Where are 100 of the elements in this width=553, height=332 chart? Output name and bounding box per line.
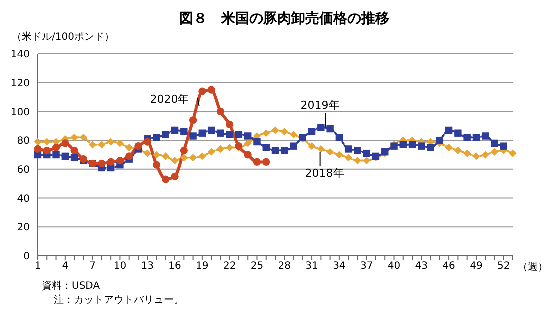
y-tick-label: 0: [24, 252, 30, 263]
point: [70, 134, 78, 142]
point: [80, 134, 88, 142]
point: [336, 151, 344, 159]
point: [216, 108, 224, 116]
series-label: 2018年: [305, 166, 344, 180]
point: [62, 140, 70, 148]
point: [472, 152, 480, 160]
point: [171, 172, 179, 180]
point: [427, 144, 434, 152]
point: [344, 154, 352, 162]
x-tick-label: 16: [168, 261, 182, 272]
point: [262, 130, 270, 138]
point: [180, 128, 188, 136]
x-tick-label: 43: [415, 261, 428, 272]
point: [52, 151, 60, 159]
point: [472, 134, 480, 142]
x-tick-label: 46: [442, 261, 456, 272]
point: [43, 138, 51, 146]
point: [454, 130, 462, 137]
point: [226, 144, 234, 152]
point: [162, 176, 170, 184]
point: [500, 142, 508, 150]
point: [235, 131, 243, 138]
point: [318, 124, 325, 132]
point: [70, 154, 78, 162]
point: [153, 134, 160, 142]
x-tick-label: 4: [62, 261, 69, 272]
x-tick-label: 1: [34, 261, 42, 272]
y-axis-title: （米ドル/100ポンド）: [12, 30, 116, 44]
y-tick-label: 60: [17, 164, 30, 176]
point: [152, 161, 161, 169]
point: [216, 145, 224, 154]
point: [43, 146, 51, 154]
y-tick-label: 20: [17, 222, 30, 234]
point: [34, 145, 42, 154]
point: [445, 144, 453, 152]
text: 資料：USDA: [42, 280, 102, 294]
point: [171, 156, 179, 165]
x-axis-title: （週）: [518, 262, 548, 273]
x-tick-label: 49: [470, 261, 483, 272]
point: [262, 144, 270, 152]
point: [281, 147, 288, 154]
point: [189, 116, 198, 124]
point: [336, 134, 344, 142]
point: [226, 120, 234, 128]
x-tick-label: 31: [306, 261, 318, 272]
x-tick-label: 19: [196, 261, 209, 272]
point: [152, 151, 161, 159]
point: [482, 132, 490, 140]
y-tick-label: 40: [17, 194, 30, 205]
text: 注：カットアウトバリュー。: [53, 294, 185, 308]
point: [217, 130, 224, 137]
point: [116, 140, 124, 148]
point: [244, 140, 252, 148]
point: [134, 142, 142, 150]
x-tick-label: 7: [90, 261, 96, 272]
point: [344, 146, 352, 153]
point: [272, 126, 280, 134]
point: [162, 152, 170, 160]
point: [326, 125, 334, 133]
point: [254, 138, 261, 146]
point: [198, 88, 206, 96]
point: [308, 142, 316, 150]
point: [445, 126, 453, 134]
point: [52, 144, 60, 152]
y-tick-label: 100: [10, 107, 30, 118]
point: [226, 131, 234, 138]
x-tick-label: 10: [114, 261, 127, 272]
point: [126, 144, 134, 152]
point: [198, 130, 206, 137]
point: [408, 141, 416, 148]
point: [354, 156, 362, 165]
point: [326, 148, 334, 156]
point: [107, 138, 115, 146]
point: [436, 136, 444, 144]
x-tick-label: 37: [360, 261, 374, 272]
point: [308, 128, 316, 136]
series-label: 2019年: [300, 98, 340, 112]
point: [363, 156, 371, 165]
x-tick-label: 22: [223, 261, 236, 272]
point: [482, 151, 490, 159]
point: [180, 146, 188, 154]
series-label: 2020年: [150, 93, 190, 106]
point: [354, 147, 362, 154]
point: [464, 134, 471, 142]
point: [189, 154, 198, 162]
point: [70, 146, 78, 154]
point: [244, 151, 252, 159]
point: [126, 152, 134, 160]
point: [490, 148, 499, 156]
point: [363, 150, 370, 158]
point: [34, 138, 42, 146]
point: [272, 147, 280, 154]
point: [116, 156, 124, 165]
x-tick-label: 34: [333, 261, 346, 272]
point: [208, 148, 216, 156]
point: [180, 154, 188, 162]
point: [253, 158, 262, 166]
point: [418, 142, 426, 150]
